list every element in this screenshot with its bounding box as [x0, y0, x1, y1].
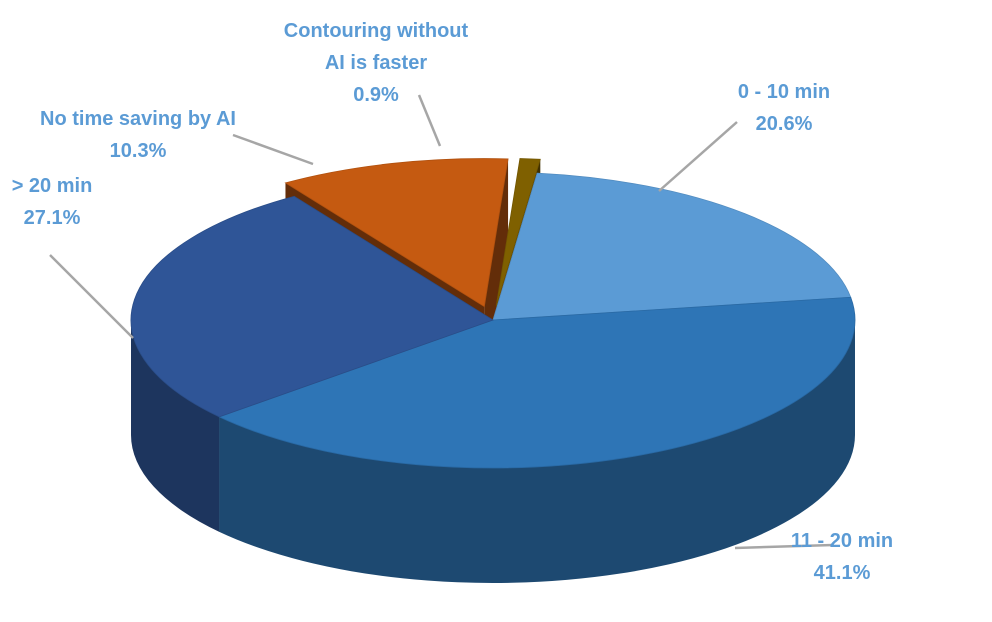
slice-without-ai-faster-leader-line — [417, 94, 442, 147]
slice-over-20-min-percent-label: 27.1% — [24, 207, 81, 229]
slice-no-time-saving-percent-label: 10.3% — [110, 140, 167, 162]
slice-0-10-min-percent-label: 20.6% — [756, 113, 813, 135]
slice-over-20-min-leader-line — [49, 254, 134, 339]
slice-without-ai-faster-category-label: AI is faster — [325, 52, 427, 74]
slice-11-20-min-percent-label: 41.1% — [814, 562, 871, 584]
slice-0-10-min-leader-line — [658, 121, 738, 192]
leader-lines — [49, 94, 834, 550]
slice-over-20-min-category-label: > 20 min — [12, 175, 93, 197]
data-labels: 0 - 10 min 20.6% 11 - 20 min 41.1% > 20 min 2… — [12, 20, 893, 584]
pie-tops — [130, 158, 856, 469]
slice-without-ai-faster-category-label: Contouring without — [284, 20, 469, 42]
slice-0-10-min — [492, 172, 852, 321]
slice-no-time-saving — [284, 158, 509, 308]
slice-no-time-saving-category-label: No time saving by AI — [40, 108, 236, 130]
slice-11-20-min-category-label: 11 - 20 min — [791, 530, 893, 552]
slice-without-ai-faster-percent-label: 0.9% — [353, 84, 399, 106]
slice-over-20-min — [130, 195, 494, 418]
slice-no-time-saving-leader-line — [232, 133, 314, 166]
slice-0-10-min-category-label: 0 - 10 min — [738, 81, 830, 103]
slice-without-ai-faster — [495, 158, 541, 307]
slice-11-20-min-leader-line — [734, 543, 834, 550]
slice-11-20-min — [218, 296, 856, 469]
